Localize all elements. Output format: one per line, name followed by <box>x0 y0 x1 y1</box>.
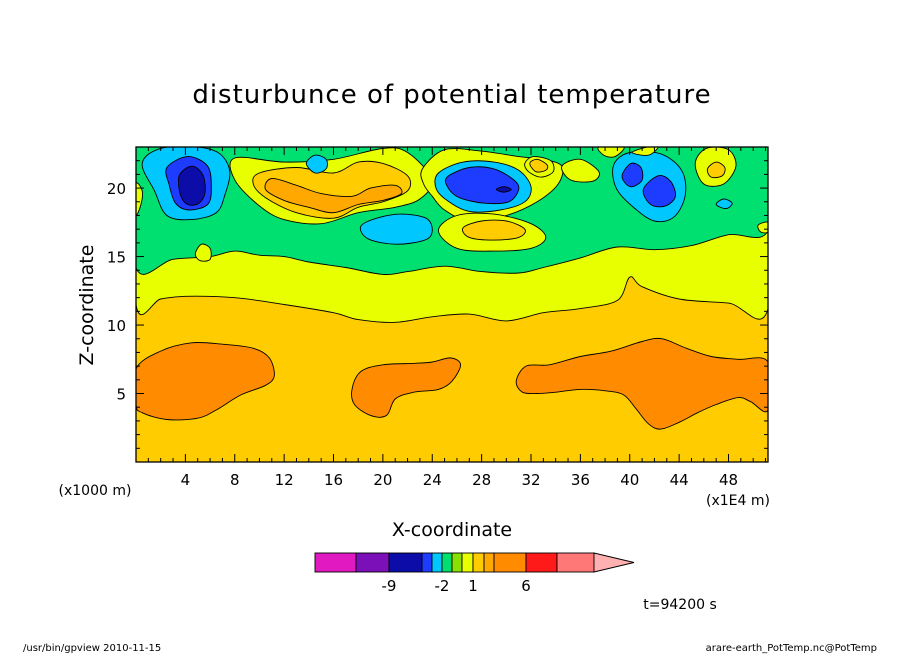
contour-region-24 <box>642 175 676 208</box>
colorbar-label: -9 <box>382 577 397 595</box>
colorbar-bin-7 <box>451 552 463 573</box>
colorbar-bin-12 <box>525 552 558 573</box>
plot-frame <box>135 146 769 463</box>
colorbar-label: 1 <box>468 577 478 595</box>
y-axis-label: Z-coordinate <box>76 245 98 366</box>
y-axis: 5 10 15 20 <box>107 160 768 449</box>
colorbar: -9 -2 1 6 <box>314 552 635 595</box>
contour-region-33 <box>351 357 462 418</box>
contour-region-27 <box>715 198 733 210</box>
footer-right: arare-earth_PotTemp.nc@PotTemp <box>706 643 877 654</box>
contour-region-30 <box>194 243 212 262</box>
contour-region-15 <box>495 186 512 193</box>
contour-region-6 <box>264 178 403 214</box>
colorbar-bin-8 <box>461 552 474 573</box>
x-tick-label: 16 <box>324 471 343 489</box>
x-axis-label: X-coordinate <box>392 519 512 541</box>
x-axis: 4 8 12 16 20 24 28 32 36 40 44 48 <box>147 147 767 489</box>
contour-region-34 <box>515 337 768 430</box>
x-tick-label: 8 <box>230 471 240 489</box>
x-tick-label: 12 <box>275 471 294 489</box>
x-tick-label: 20 <box>373 471 392 489</box>
colorbar-bin-13 <box>556 552 595 573</box>
x-scale-note: (x1E4 m) <box>706 493 770 509</box>
y-tick-label: 20 <box>107 180 126 198</box>
x-tick-label: 44 <box>670 471 689 489</box>
contour-region-28 <box>757 221 768 234</box>
contour-region-18 <box>561 158 600 183</box>
colorbar-bin-2 <box>355 552 390 573</box>
contour-region-11 <box>359 213 433 245</box>
contour-region-5 <box>252 160 412 219</box>
colorbar-bin-4 <box>421 552 433 573</box>
colorbar-label: -2 <box>435 577 450 595</box>
colorbar-bin-6 <box>441 552 453 573</box>
y-tick-label: 5 <box>116 386 126 404</box>
colorbar-bin-5 <box>431 552 443 573</box>
x-tick-label: 40 <box>620 471 639 489</box>
contour-region-32 <box>136 341 275 421</box>
y-scale-note: (x1000 m) <box>59 483 132 499</box>
contour-region-9 <box>177 165 206 206</box>
y-tick-label: 15 <box>107 249 126 267</box>
x-tick-label: 36 <box>571 471 590 489</box>
x-tick-label: 28 <box>472 471 491 489</box>
footer-left: /usr/bin/gpview 2010-11-15 <box>23 643 161 654</box>
colorbar-bin-1 <box>314 552 357 573</box>
x-tick-label: 32 <box>521 471 540 489</box>
colorbar-bin-10 <box>483 552 495 573</box>
colorbar-bin-9 <box>472 552 485 573</box>
contour-region-29 <box>136 182 143 216</box>
colorbar-extend-arrow <box>593 552 635 573</box>
chart-title: disturbunce of potential temperature <box>192 80 711 110</box>
colorbar-bin-11 <box>493 552 527 573</box>
colorbar-label: 6 <box>521 577 531 595</box>
contour-region-26 <box>706 161 726 179</box>
x-tick-label: 24 <box>423 471 442 489</box>
y-tick-label: 10 <box>107 317 126 335</box>
contour-fill-layer <box>136 147 768 462</box>
contour-region-23 <box>621 162 644 188</box>
x-tick-label: 48 <box>719 471 738 489</box>
x-tick-label: 4 <box>181 471 191 489</box>
colorbar-bin-3 <box>388 552 423 573</box>
contour-region-17 <box>462 219 526 241</box>
contour-region-21 <box>529 158 549 173</box>
time-label: t=94200 s <box>643 597 717 613</box>
contour-region-14 <box>444 166 520 205</box>
contour-region-10 <box>305 154 328 174</box>
